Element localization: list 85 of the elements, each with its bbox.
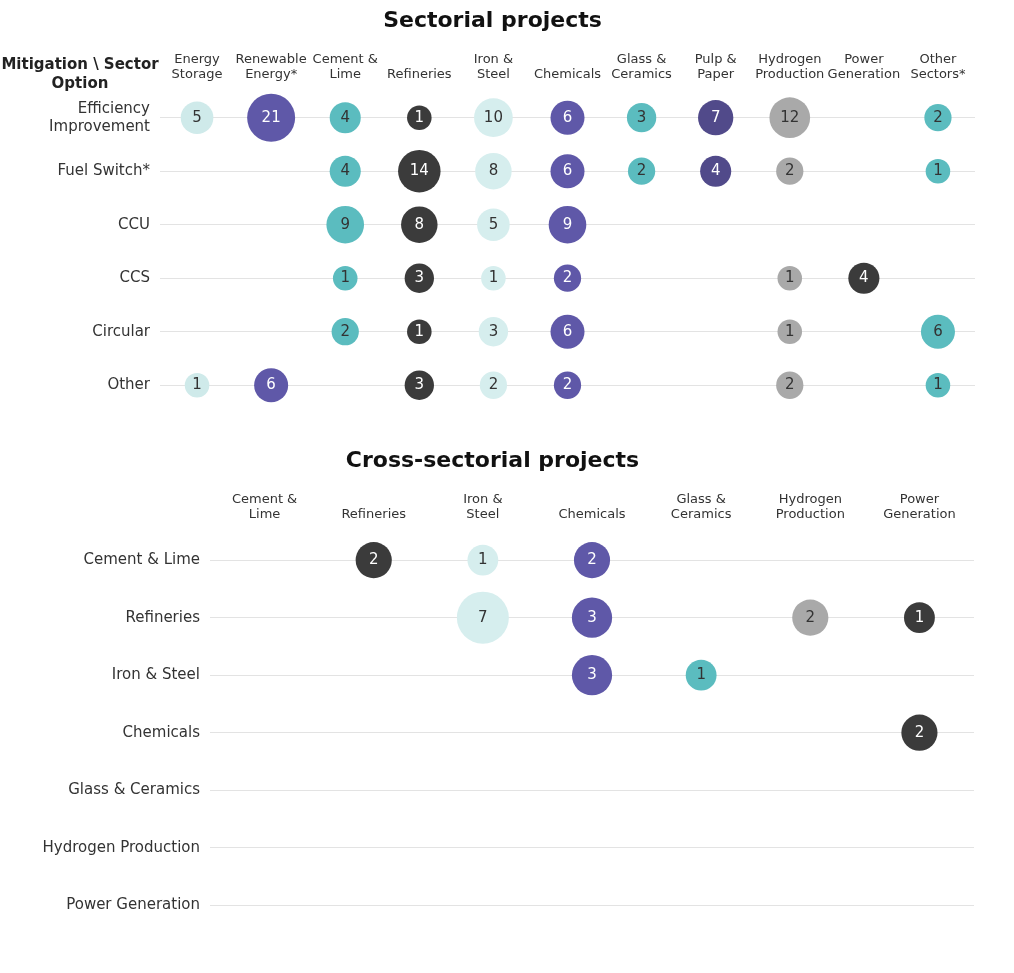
data-label: 2	[785, 161, 795, 180]
chart-title: Cross-sectorial projects	[345, 446, 640, 472]
data-label: 8	[414, 214, 425, 233]
data-label: 2	[562, 268, 573, 287]
y-tick-label: CCS	[119, 268, 150, 287]
y-tick-label: Chemicals	[122, 722, 201, 741]
x-tick-label: Chemicals	[533, 66, 602, 82]
chart-title: Sectorial projects	[383, 6, 602, 32]
data-label: 2	[587, 550, 597, 568]
data-label: 7	[478, 607, 488, 626]
data-label: 2	[636, 161, 647, 180]
data-label: 6	[933, 321, 943, 340]
data-label: 3	[587, 607, 597, 626]
y-tick-label: Iron & Steel	[111, 665, 200, 684]
data-label: 2	[933, 107, 943, 126]
data-label: 4	[340, 161, 350, 180]
y-axis-title: Mitigation \ Sector Option	[1, 55, 160, 93]
x-tick-label: Refineries	[387, 66, 452, 82]
x-tick-label: Glass & Ceramics	[670, 490, 732, 522]
data-label: 3	[587, 665, 597, 684]
data-label: 6	[562, 321, 573, 340]
y-tick-label: Efficiency Improvement	[49, 98, 151, 135]
y-tick-label: Circular	[92, 321, 151, 340]
x-tick-label: Cement & Lime	[231, 490, 298, 522]
data-label: 10	[483, 107, 503, 126]
x-tick-label: Hydrogen Production	[775, 490, 845, 522]
data-label: 2	[368, 550, 379, 568]
data-label: 4	[710, 161, 721, 180]
x-tick-label: Other Sectors*	[910, 50, 966, 82]
data-label: 1	[785, 268, 795, 287]
data-label: 1	[785, 321, 795, 340]
data-label: 6	[266, 375, 276, 394]
y-tick-label: Cement & Lime	[83, 550, 200, 568]
y-tick-label: CCU	[118, 214, 150, 233]
data-label: 6	[562, 161, 573, 180]
data-label: 1	[414, 321, 425, 340]
x-tick-label: Cement & Lime	[312, 50, 378, 82]
x-tick-label: Pulp & Paper	[694, 50, 737, 82]
data-label: 1	[488, 268, 499, 287]
data-label: 12	[780, 107, 800, 126]
data-label: 1	[933, 161, 943, 180]
x-tick-label: Refineries	[341, 506, 407, 522]
x-tick-label: Power Generation	[827, 50, 901, 82]
data-label: 3	[488, 321, 499, 340]
y-tick-label: Fuel Switch*	[57, 161, 151, 180]
data-label: 6	[562, 107, 573, 126]
x-tick-label: Iron & Steel	[473, 50, 514, 82]
data-label: 3	[414, 375, 425, 394]
x-tick-label: Chemicals	[558, 506, 626, 522]
data-label: 1	[696, 665, 706, 684]
data-label: 7	[710, 107, 721, 126]
data-label: 9	[340, 214, 350, 233]
data-label: 21	[261, 107, 281, 126]
data-label: 1	[914, 607, 925, 626]
data-label: 1	[340, 268, 350, 287]
data-label: 2	[340, 321, 350, 340]
x-tick-label: Renewable Energy*	[235, 50, 307, 82]
data-label: 9	[562, 214, 573, 233]
data-label: 5	[192, 107, 202, 126]
data-label: 1	[933, 375, 943, 394]
data-label: 5	[488, 214, 499, 233]
data-label: 2	[488, 375, 499, 394]
data-label: 2	[914, 722, 925, 741]
x-tick-label: Hydrogen Production	[755, 50, 825, 82]
x-tick-label: Glass & Ceramics	[611, 50, 673, 82]
data-label: 4	[859, 268, 869, 287]
y-tick-label: Other	[107, 375, 151, 394]
x-tick-label: Iron & Steel	[463, 490, 503, 522]
data-label: 3	[636, 107, 647, 126]
y-tick-label: Power Generation	[66, 895, 200, 914]
y-tick-label: Hydrogen Production	[42, 837, 200, 856]
data-label: 1	[478, 550, 488, 568]
data-label: 2	[805, 607, 816, 626]
data-label: 2	[562, 375, 573, 394]
y-tick-label: Glass & Ceramics	[68, 780, 201, 799]
data-label: 2	[785, 375, 795, 394]
data-label: 1	[192, 375, 202, 394]
x-tick-label: Energy Storage	[171, 50, 223, 82]
data-label: 1	[414, 107, 425, 126]
data-label: 3	[414, 268, 425, 287]
data-label: 4	[340, 107, 350, 126]
x-tick-label: Power Generation	[883, 490, 956, 522]
data-label: 8	[488, 161, 499, 180]
y-tick-label: Refineries	[125, 607, 201, 626]
data-label: 14	[409, 161, 429, 180]
